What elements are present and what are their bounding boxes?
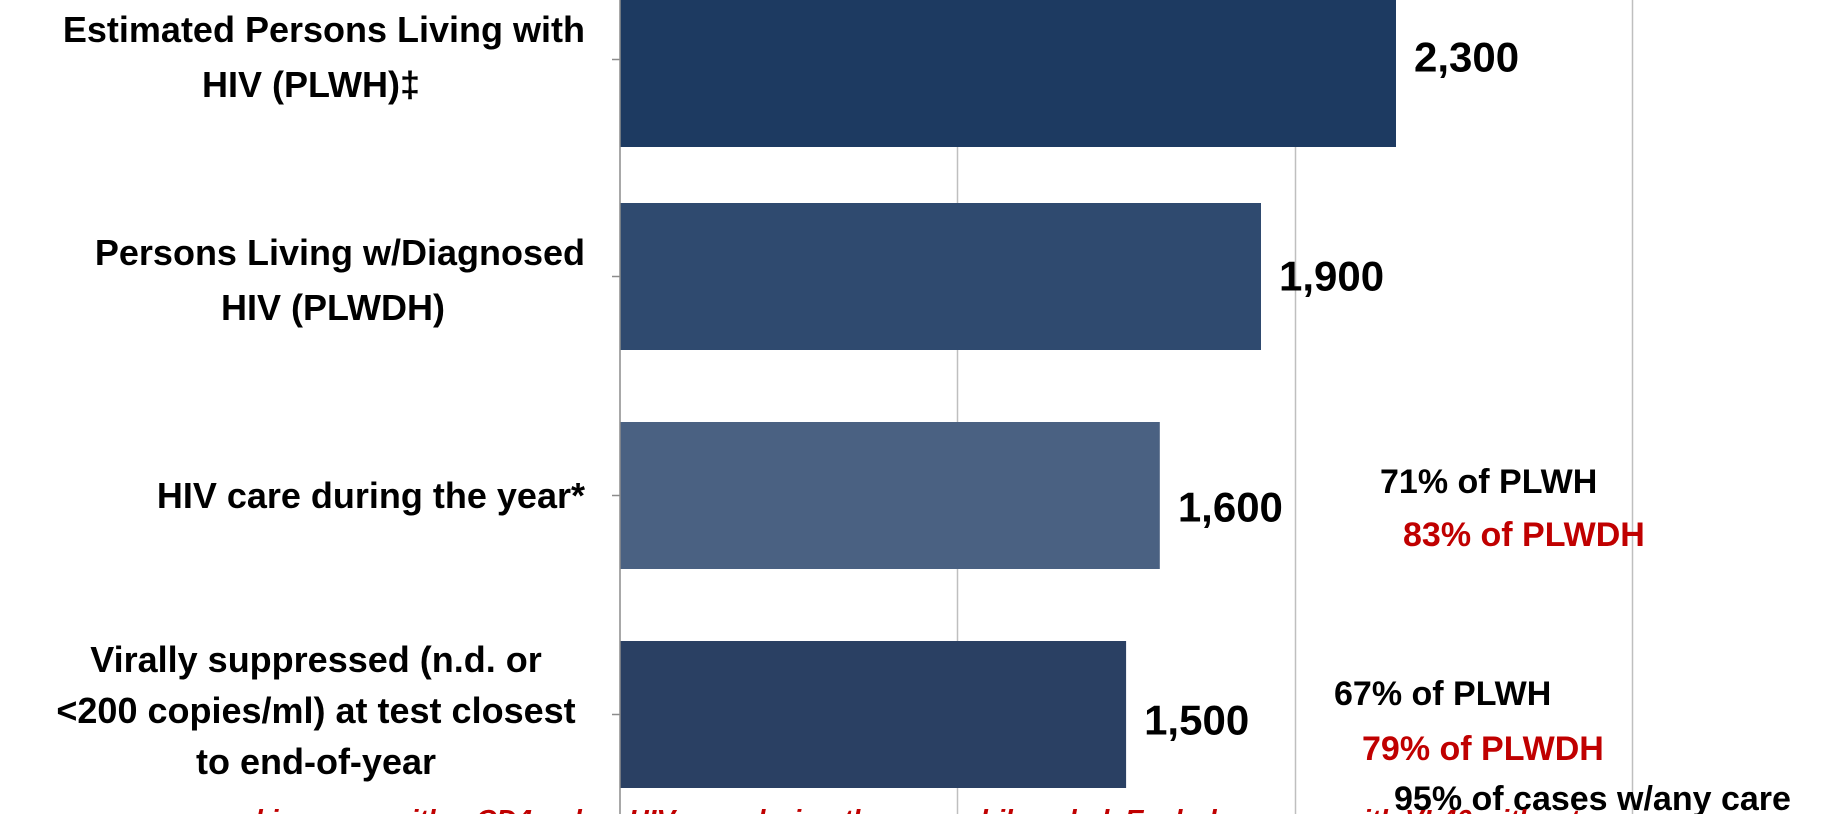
bar-3 [620, 422, 1160, 569]
category-label-line: to end-of-year [196, 741, 436, 782]
bar-2 [620, 203, 1261, 350]
category-label-line: Estimated Persons Living with [63, 9, 585, 50]
category-label-line: HIV (PLWH)‡ [202, 64, 420, 105]
category-label-line: <200 copies/ml) at test closest [56, 690, 575, 731]
category-label-1: Estimated Persons Living with HIV (PLWH)‡ [63, 9, 585, 105]
value-label-1: 2,300 [1414, 34, 1519, 81]
category-label-line: HIV (PLWDH) [221, 287, 445, 328]
annotation-plwdh-2: 79% of PLWDH [1362, 730, 1604, 768]
y-axis [612, 0, 621, 814]
bar-1 [620, 0, 1396, 147]
category-labels: Estimated Persons Living with HIV (PLWH)‡… [56, 9, 585, 782]
annotation-plwdh-1: 83% of PLWDH [1403, 516, 1645, 554]
value-labels: 2,300 1,900 1,600 1,500 [1144, 34, 1519, 744]
footnote-area: ...a as suppressed in cases with a CD4 o… [20, 804, 1610, 814]
annotation-plwh-2: 67% of PLWH [1334, 675, 1551, 713]
category-label-4: Virally suppressed (n.d. or <200 copies/m… [56, 639, 575, 782]
annotation-any-care: 95% of cases w/any care [1394, 780, 1791, 814]
value-label-4: 1,500 [1144, 697, 1249, 744]
category-label-2: Persons Living w/Diagnosed HIV (PLWDH) [95, 232, 585, 328]
bars [620, 0, 1396, 788]
category-label-line: Virally suppressed (n.d. or [90, 639, 541, 680]
annotations: 71% of PLWH 83% of PLWDH 67% of PLWH 79% of… [1334, 463, 1791, 814]
category-label-line: HIV care during the year* [157, 475, 585, 516]
footnote: ...a as suppressed in cases with a CD4 o… [20, 804, 1610, 814]
bar-4 [620, 641, 1127, 788]
category-label-line: Persons Living w/Diagnosed [95, 232, 585, 273]
value-label-3: 1,600 [1178, 484, 1283, 531]
value-label-2: 1,900 [1279, 253, 1384, 300]
annotation-plwh-1: 71% of PLWH [1380, 463, 1597, 501]
category-label-3: HIV care during the year* [157, 475, 585, 516]
